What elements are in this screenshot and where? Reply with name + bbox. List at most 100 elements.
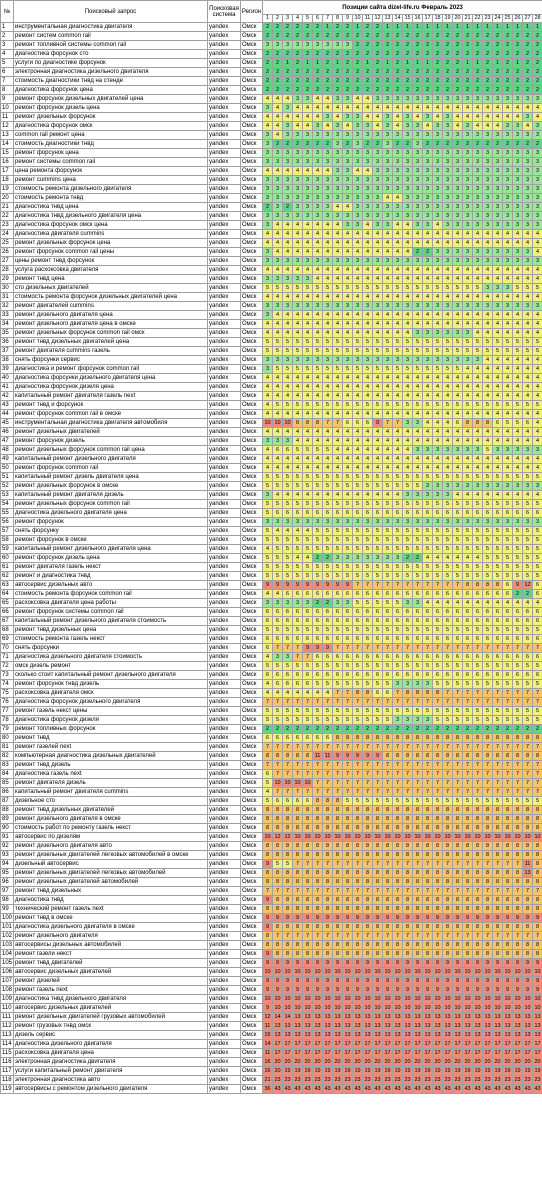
query-cell: ремонт форсунок common rail bbox=[13, 463, 208, 473]
row-number: 47 bbox=[0, 436, 14, 446]
position-cell: 3 bbox=[442, 112, 453, 122]
position-cell: 4 bbox=[522, 409, 533, 419]
position-cell: 2 bbox=[382, 31, 393, 41]
position-cell: 4 bbox=[482, 292, 493, 302]
position-cell: 3 bbox=[522, 256, 533, 266]
position-cell: 3 bbox=[272, 274, 283, 284]
position-cell: 43 bbox=[382, 1084, 393, 1094]
position-cell: 4 bbox=[442, 418, 453, 428]
position-cell: 5 bbox=[372, 661, 383, 671]
position-cell: 4 bbox=[272, 220, 283, 230]
position-cell: 5 bbox=[392, 706, 403, 716]
position-cell: 2 bbox=[342, 85, 353, 95]
position-cell: 7 bbox=[332, 886, 343, 896]
engine-cell: yandex bbox=[207, 877, 241, 887]
position-cell: 1 bbox=[322, 22, 333, 32]
position-cell: 3 bbox=[432, 157, 443, 167]
position-cell: 43 bbox=[282, 1084, 293, 1094]
position-cell: 2 bbox=[262, 49, 273, 59]
position-cell: 6 bbox=[392, 652, 403, 662]
position-cell: 2 bbox=[282, 49, 293, 59]
position-cell: 3 bbox=[432, 175, 443, 185]
position-cell: 8 bbox=[392, 814, 403, 824]
table-row: 5 услуги по диагностике форсунок yandex Омс… bbox=[0, 58, 542, 68]
position-cell: 4 bbox=[482, 436, 493, 446]
position-cell: 3 bbox=[502, 148, 513, 158]
position-cell: 5 bbox=[302, 571, 313, 581]
position-cell: 13 bbox=[332, 1030, 343, 1040]
position-cell: 8 bbox=[502, 850, 513, 860]
position-cell: 4 bbox=[522, 391, 533, 401]
position-cell: 4 bbox=[442, 553, 453, 563]
table-row: 94 дизельный автосервис yandex Омск 9 5 5 7 7 7 7 7… bbox=[0, 859, 542, 869]
position-cell: 5 bbox=[432, 544, 443, 554]
position-cell: 6 bbox=[302, 508, 313, 518]
table-row: 114 диагностика дизельного двигателя yande… bbox=[0, 1039, 542, 1049]
position-cell: 4 bbox=[292, 166, 303, 176]
position-cell: 8 bbox=[342, 949, 353, 959]
position-cell: 4 bbox=[531, 103, 542, 113]
position-cell: 2 bbox=[472, 31, 483, 41]
position-cell: 4 bbox=[412, 103, 423, 113]
position-cell: 4 bbox=[402, 274, 413, 284]
position-cell: 8 bbox=[452, 922, 463, 932]
position-cell: 19 bbox=[342, 1066, 353, 1076]
position-cell: 4 bbox=[382, 373, 393, 383]
position-cell: 8 bbox=[262, 868, 273, 878]
query-cell: ремонт топливных форсунок bbox=[13, 724, 208, 734]
position-cell: 5 bbox=[432, 535, 443, 545]
position-cell: 2 bbox=[422, 31, 433, 41]
position-cell: 7 bbox=[322, 886, 333, 896]
position-cell: 3 bbox=[312, 517, 323, 527]
position-cell: 8 bbox=[531, 823, 542, 833]
position-cell: 5 bbox=[262, 526, 273, 536]
position-cell: 10 bbox=[372, 967, 383, 977]
position-cell: 4 bbox=[262, 589, 273, 599]
position-cell: 5 bbox=[502, 499, 513, 509]
position-cell: 5 bbox=[402, 283, 413, 293]
position-cell: 5 bbox=[322, 526, 333, 536]
query-cell: стоимость ремонта форсунок common rail bbox=[13, 589, 208, 599]
position-cell: 3 bbox=[412, 517, 423, 527]
position-cell: 5 bbox=[342, 679, 353, 689]
position-cell: 4 bbox=[462, 454, 473, 464]
position-cell: 17 bbox=[292, 1048, 303, 1058]
position-cell: 4 bbox=[332, 112, 343, 122]
position-cell: 7 bbox=[322, 418, 333, 428]
position-cell: 23 bbox=[472, 1075, 483, 1085]
position-cell: 5 bbox=[342, 625, 353, 635]
position-cell: 7 bbox=[482, 697, 493, 707]
region-cell: Омск bbox=[240, 832, 263, 842]
query-cell: ремонт форсунок дизель цена bbox=[13, 103, 208, 113]
region-cell: Омск bbox=[240, 31, 263, 41]
position-cell: 6 bbox=[422, 616, 433, 626]
position-cell: 4 bbox=[522, 454, 533, 464]
position-cell: 8 bbox=[492, 580, 503, 590]
position-cell: 3 bbox=[412, 355, 423, 365]
position-cell: 3 bbox=[382, 166, 393, 176]
position-cell: 3 bbox=[352, 139, 363, 149]
position-cell: 13 bbox=[512, 1021, 523, 1031]
position-cell: 2 bbox=[292, 76, 303, 86]
position-cell: 8 bbox=[312, 949, 323, 959]
position-cell: 9 bbox=[382, 958, 393, 968]
position-cell: 9 bbox=[372, 958, 383, 968]
position-cell: 4 bbox=[422, 382, 433, 392]
position-cell: 20 bbox=[531, 1057, 542, 1067]
position-cell: 1 bbox=[492, 22, 503, 32]
position-cell: 13 bbox=[292, 1030, 303, 1040]
position-cell: 3 bbox=[452, 175, 463, 185]
position-cell: 5 bbox=[432, 337, 443, 347]
position-cell: 4 bbox=[342, 274, 353, 284]
position-cell: 4 bbox=[462, 112, 473, 122]
position-cell: 4 bbox=[452, 553, 463, 563]
position-cell: 7 bbox=[402, 697, 413, 707]
position-cell: 3 bbox=[282, 193, 293, 203]
position-cell: 8 bbox=[332, 814, 343, 824]
position-cell: 4 bbox=[342, 121, 353, 131]
position-cell: 3 bbox=[402, 355, 413, 365]
position-cell: 2 bbox=[302, 22, 313, 32]
position-cell: 8 bbox=[392, 751, 403, 761]
position-cell: 3 bbox=[322, 517, 333, 527]
position-cell: 7 bbox=[512, 760, 523, 770]
